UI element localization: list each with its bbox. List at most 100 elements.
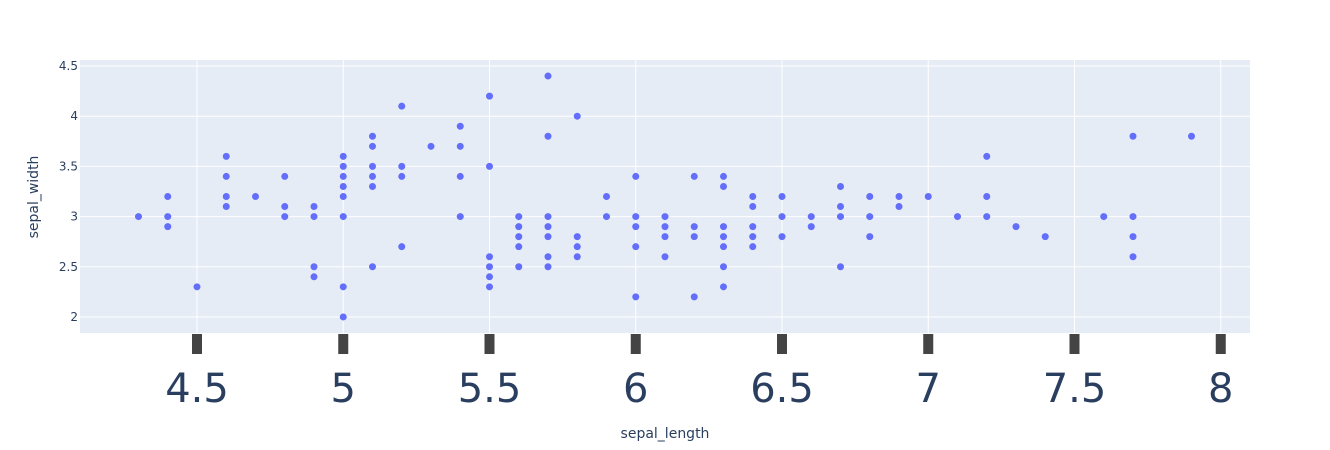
x-tick-mark: [923, 334, 934, 354]
data-point: [573, 243, 581, 251]
data-point: [398, 162, 406, 170]
data-point: [983, 213, 991, 221]
data-point: [1129, 253, 1137, 261]
data-point: [983, 193, 991, 200]
data-point: [720, 243, 727, 251]
x-tick-mark: [777, 334, 787, 354]
data-point: [544, 132, 552, 140]
data-point: [778, 193, 786, 200]
data-point: [281, 172, 289, 180]
data-point: [778, 213, 786, 221]
data-point: [310, 273, 318, 281]
data-point: [807, 223, 815, 231]
data-point: [720, 182, 727, 190]
x-tick-mark: [192, 334, 202, 354]
data-point: [1041, 233, 1049, 241]
data-point: [1129, 233, 1137, 241]
data-point: [135, 213, 142, 221]
data-point: [661, 223, 669, 231]
data-point: [339, 162, 347, 170]
x-tick-label: 6: [623, 366, 648, 412]
data-point: [632, 213, 640, 221]
data-point: [632, 243, 640, 251]
data-point: [456, 213, 464, 221]
data-point: [486, 92, 493, 100]
x-tick-mark: [338, 334, 349, 354]
data-point: [456, 172, 464, 180]
data-point: [837, 263, 844, 271]
data-point: [1129, 213, 1137, 221]
data-point: [632, 223, 640, 231]
data-point: [486, 253, 493, 261]
x-tick-label: 8: [1208, 366, 1233, 412]
data-point: [632, 172, 640, 180]
data-point: [1100, 213, 1108, 221]
data-point: [544, 223, 552, 231]
data-point: [544, 213, 552, 221]
data-point: [222, 203, 230, 211]
data-point: [749, 203, 757, 211]
data-point: [456, 142, 464, 150]
data-point: [369, 263, 376, 271]
data-point: [603, 193, 610, 200]
data-point: [1012, 223, 1020, 231]
data-point: [193, 283, 201, 291]
data-point: [866, 213, 874, 221]
x-tick-label: 6.5: [750, 366, 814, 412]
data-point: [456, 122, 464, 130]
data-point: [339, 193, 347, 200]
data-point: [398, 172, 406, 180]
data-point: [924, 193, 932, 200]
data-point: [515, 263, 523, 271]
data-point: [1188, 132, 1195, 140]
x-tick-label: 7: [916, 366, 941, 412]
data-point: [339, 152, 347, 160]
data-point: [749, 243, 757, 251]
data-point: [222, 172, 230, 180]
x-tick-label: 4.5: [165, 366, 229, 412]
data-point: [837, 182, 844, 190]
data-point: [164, 193, 172, 200]
data-point: [573, 233, 581, 241]
data-point: [954, 213, 961, 221]
data-point: [720, 233, 727, 241]
data-point: [749, 233, 757, 241]
data-point: [515, 223, 523, 231]
data-point: [573, 253, 581, 261]
x-axis-title: sepal_length: [621, 426, 710, 442]
data-point: [486, 283, 493, 291]
data-points: [135, 72, 1195, 321]
data-point: [690, 223, 698, 231]
x-tick-mark: [630, 334, 641, 354]
data-point: [369, 182, 376, 190]
data-point: [544, 233, 552, 241]
data-point: [603, 213, 610, 221]
data-point: [749, 223, 757, 231]
data-point: [720, 172, 727, 180]
data-point: [369, 142, 376, 150]
plot-background: [80, 60, 1250, 333]
data-point: [749, 193, 757, 200]
data-point: [369, 172, 376, 180]
data-point: [690, 293, 698, 301]
data-point: [310, 213, 318, 221]
data-point: [807, 213, 815, 221]
data-point: [661, 213, 669, 221]
data-point: [164, 213, 172, 221]
x-tick-marks: [192, 334, 1226, 354]
data-point: [222, 152, 230, 160]
data-point: [369, 132, 376, 140]
data-point: [544, 72, 552, 80]
x-tick-label: 7.5: [1043, 366, 1107, 412]
data-point: [837, 213, 844, 221]
data-point: [573, 112, 581, 120]
data-point: [339, 213, 347, 221]
data-point: [164, 223, 172, 231]
data-point: [339, 313, 347, 321]
data-point: [632, 293, 640, 301]
y-tick-label: 2.5: [59, 260, 78, 274]
data-point: [866, 193, 874, 200]
data-point: [281, 213, 289, 221]
y-axis-title: sepal_width: [26, 156, 42, 239]
y-tick-label: 3: [70, 210, 78, 224]
